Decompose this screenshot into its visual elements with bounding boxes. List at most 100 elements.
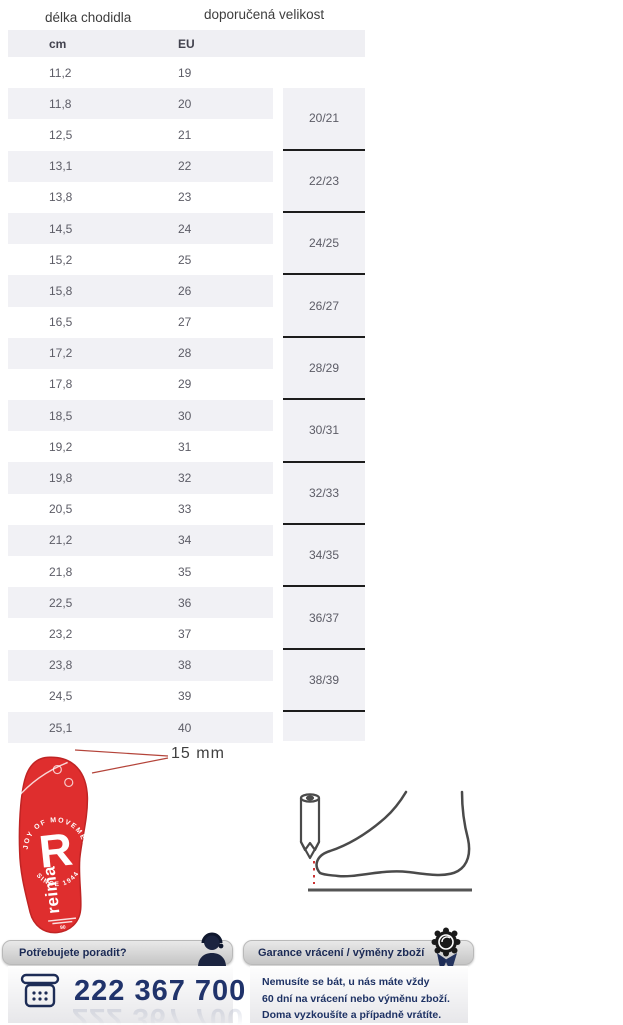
recommended-size-cell: 36/37: [283, 587, 365, 650]
guarantee-box-body: [250, 966, 468, 1023]
cell-eu-size: 23: [178, 190, 192, 205]
insole-toe-line: [15, 761, 68, 800]
recommended-size-cell: 34/35: [283, 524, 365, 588]
cell-foot-length-cm: 22,5: [49, 595, 73, 610]
column-header-cm: cm: [49, 36, 67, 51]
cell-foot-length-cm: 18,5: [49, 408, 73, 423]
guarantee-line: Doma vyzkoušíte a případně vrátíte.: [262, 1009, 442, 1021]
table-row: 21,8 35: [8, 556, 273, 588]
table-row: 11,8 20: [8, 88, 273, 120]
table-row: 17,2 28: [8, 337, 273, 369]
cell-eu-size: 19: [178, 65, 192, 80]
phone-number-reflection: 222 367 700: [72, 1002, 245, 1025]
cell-eu-size: 20: [178, 96, 192, 111]
cell-eu-size: 31: [178, 439, 192, 454]
cell-eu-size: 33: [178, 502, 192, 517]
insole-shape: [18, 756, 89, 934]
pencil-icon: [299, 793, 321, 860]
award-badge-icon: [431, 927, 461, 973]
recommended-size-cell: 28/29: [283, 337, 365, 401]
recommended-size-cell: 24/25: [283, 212, 365, 276]
cell-eu-size: 36: [178, 595, 192, 610]
table-header-row: cm EU: [8, 30, 365, 57]
recommended-size-cell: 38/39: [283, 649, 365, 713]
cell-foot-length-cm: 25,1: [49, 720, 73, 735]
size-table: cm EU 11,2 19 11,8 20 12,5 21 13,1 22 13,8 23 14,5…: [8, 30, 365, 744]
table-row: 24,5 39: [8, 680, 273, 712]
cell-foot-length-cm: 15,8: [49, 283, 73, 298]
phone-row: 222 367 700: [20, 973, 246, 1009]
cell-eu-size: 28: [178, 346, 192, 361]
foot-length-title: délka chodidla: [45, 10, 132, 25]
cell-eu-size: 40: [178, 720, 192, 735]
table-row: 19,8 32: [8, 462, 273, 494]
table-row: 17,8 29: [8, 368, 273, 401]
insole-size-text: 90: [60, 925, 66, 932]
size-group-col: 20/21 22/23 24/25 26/27 28/29 30/31 32/33 34/35…: [283, 57, 365, 742]
reima-logo-r: R: [36, 823, 74, 878]
cell-foot-length-cm: 23,8: [49, 658, 73, 673]
table-row: 22,5 36: [8, 587, 273, 619]
cell-eu-size: 34: [178, 533, 192, 548]
table-row: 19,2 31: [8, 431, 273, 463]
column-header-eu: EU: [178, 36, 195, 51]
cell-eu-size: 26: [178, 283, 192, 298]
table-row: 15,8 26: [8, 275, 273, 307]
cell-eu-size: 35: [178, 564, 192, 579]
cell-eu-size: 30: [178, 408, 192, 423]
insole-brand-text: reima: [39, 865, 63, 915]
annotation-pointer-lines: [74, 749, 169, 774]
table-row: 12,5 21: [8, 119, 273, 151]
cell-eu-size: 37: [178, 626, 192, 641]
cell-eu-size: 32: [178, 471, 192, 486]
cell-foot-length-cm: 16,5: [49, 315, 73, 330]
growth-room-label: 15 mm: [171, 745, 225, 762]
insole-eyelet-icon: [64, 777, 74, 788]
logo-ring-accent: [85, 831, 94, 867]
cell-foot-length-cm: 23,2: [49, 626, 73, 641]
recommended-size-cell: 30/31: [283, 400, 365, 463]
cell-eu-size: 39: [178, 689, 192, 704]
table-row: 20,5 33: [8, 493, 273, 525]
table-row: 13,8 23: [8, 181, 273, 213]
cell-foot-length-cm: 21,2: [49, 533, 73, 548]
cell-foot-length-cm: 11,2: [49, 65, 72, 80]
help-box-header: Potřebujete poradit?: [2, 940, 233, 965]
group-tail: [283, 712, 365, 742]
size-table-body: 11,2 19 11,8 20 12,5 21 13,1 22 13,8 23 14,5 24 15,2…: [8, 57, 273, 744]
guarantee-line: Nemusíte se bát, u nás máte vždy: [262, 976, 430, 988]
cell-foot-length-cm: 13,1: [49, 159, 73, 174]
cell-eu-size: 21: [178, 127, 192, 142]
insole-fineprint-line: [52, 920, 73, 925]
cell-foot-length-cm: 20,5: [49, 502, 73, 517]
cell-foot-length-cm: 17,2: [49, 346, 73, 361]
recommended-size-cell: 32/33: [283, 462, 365, 525]
recommended-size-cell: 22/23: [283, 150, 365, 213]
cell-foot-length-cm: 24,5: [49, 689, 73, 704]
cell-foot-length-cm: 11,8: [49, 96, 72, 111]
support-agent-icon: [198, 932, 226, 967]
cell-foot-length-cm: 21,8: [49, 564, 73, 579]
recommended-size-cell: 20/21: [283, 88, 365, 151]
table-row: 11,2 19: [8, 57, 273, 89]
table-row: 14,5 24: [8, 212, 273, 245]
insole-eyelet-icon: [52, 764, 62, 775]
phone-icon: [20, 973, 60, 1008]
cell-eu-size: 25: [178, 252, 192, 267]
table-row: 23,2 37: [8, 618, 273, 650]
cell-eu-size: 22: [178, 159, 192, 174]
cell-foot-length-cm: 13,8: [49, 190, 73, 205]
cell-foot-length-cm: 17,8: [49, 377, 73, 392]
cell-foot-length-cm: 12,5: [49, 127, 73, 142]
table-row: 18,5 30: [8, 400, 273, 432]
insole-illustration: JOY OF MOVEMENT SINCE 1944 R reima 90: [0, 745, 122, 935]
cell-eu-size: 24: [178, 221, 192, 236]
guarantee-text: Nemusíte se bát, u nás máte vždy 60 dní …: [262, 974, 450, 1024]
table-row: 13,1 22: [8, 150, 273, 182]
cell-eu-size: 27: [178, 315, 192, 330]
foot-measuring-diagram: [299, 790, 472, 892]
group-spacer: [283, 57, 365, 89]
help-box-title: Potřebujete poradit?: [19, 946, 127, 959]
recommended-size-title: doporučená velikost: [204, 7, 325, 22]
